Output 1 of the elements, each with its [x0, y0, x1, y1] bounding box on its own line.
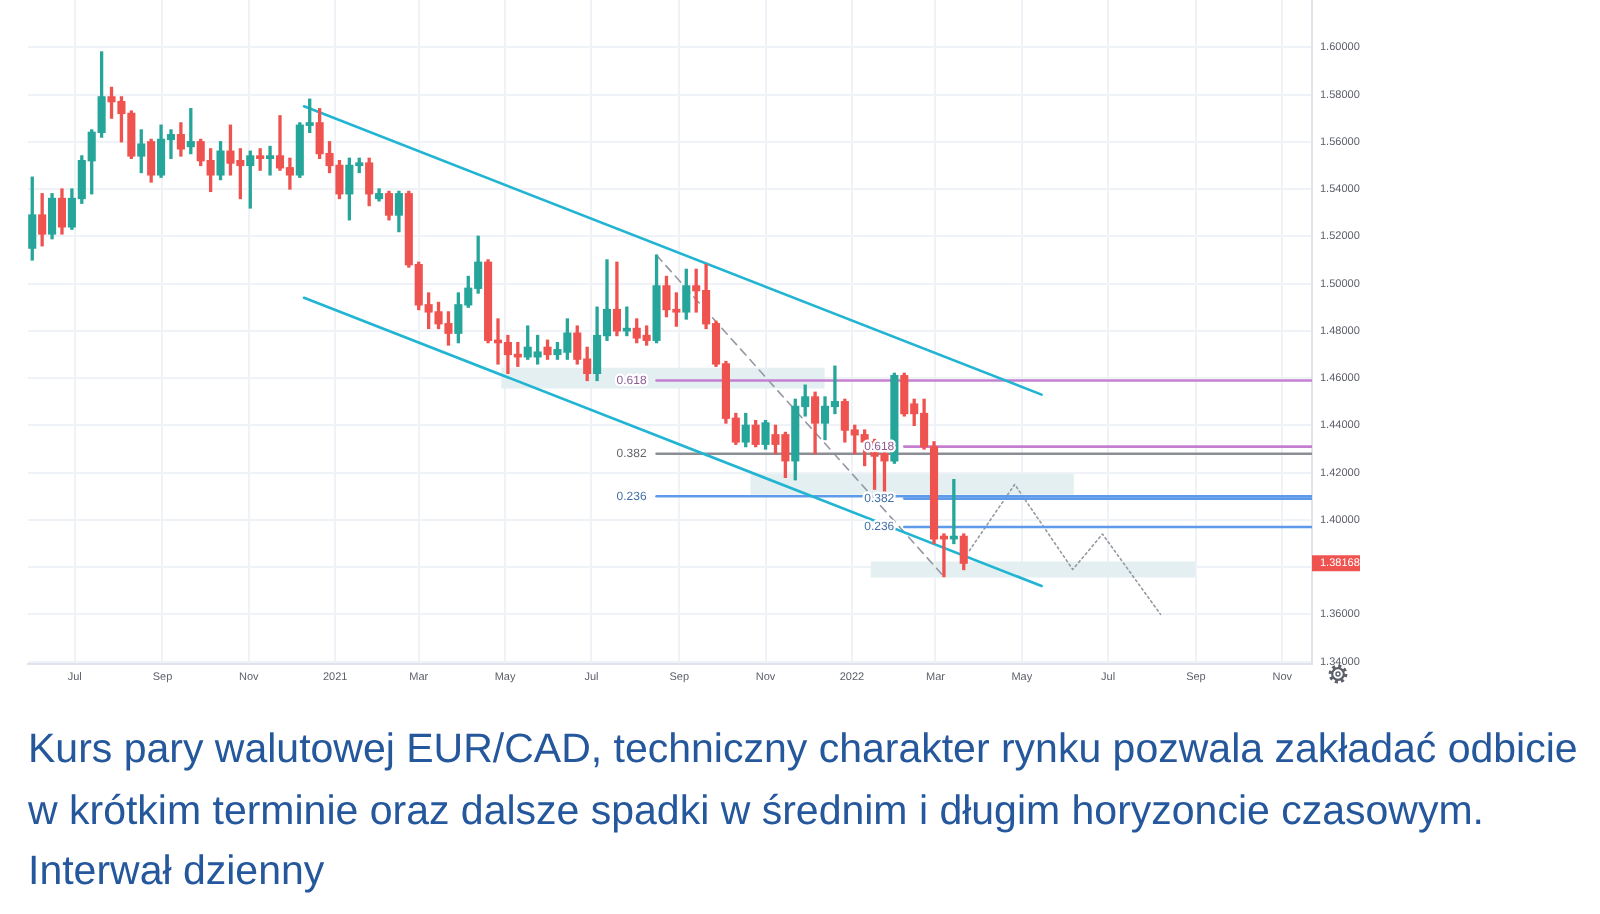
- text: Kurs pary walutowej EUR/CAD, techniczny charakter rynku pozwala zakładać odbicie w krótkim terminie oraz dalsze spadki w średnim i długim horyzoncie czasowym. Interwał dzienny: [28, 724, 1580, 898]
